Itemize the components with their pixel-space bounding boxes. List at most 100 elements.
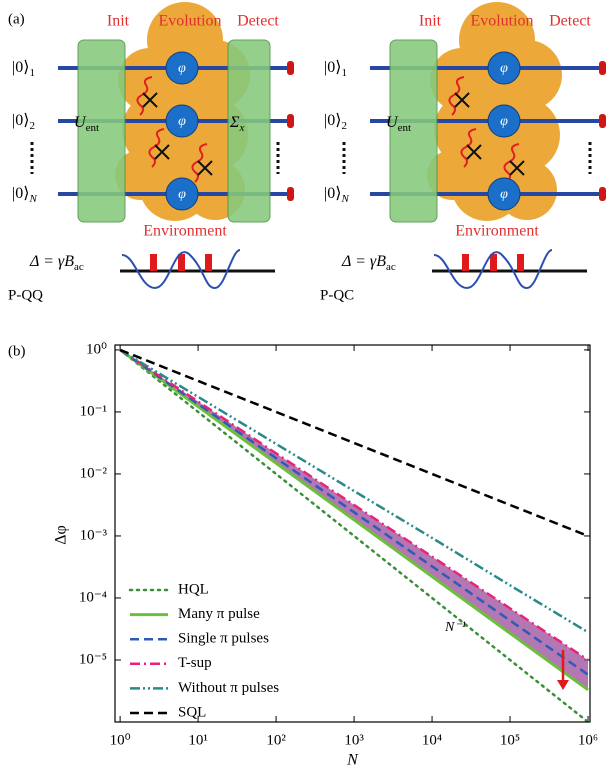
legend-label: HQL <box>178 581 209 597</box>
signal-label: Δ = γBac <box>29 253 84 273</box>
stage-label: Evolution <box>158 13 221 30</box>
detector <box>599 114 606 128</box>
phase-gate <box>487 51 521 85</box>
x-tick-label: 10⁵ <box>500 732 520 748</box>
noise-wave <box>191 143 208 183</box>
legend-label: Many π pulse <box>178 606 260 622</box>
phase-gate <box>487 177 521 211</box>
environment-cloud <box>115 150 165 200</box>
entangler-label-main: U <box>74 114 87 131</box>
plot-frame <box>114 344 591 723</box>
decoherence-cross <box>466 144 482 160</box>
entangler-label: Uent <box>386 114 411 134</box>
y-tick-label: 10⁻⁵ <box>79 651 107 667</box>
qubit-label: |0⟩2 <box>12 112 35 132</box>
entangler-label-main: U <box>386 114 399 131</box>
legend-label: T-sup <box>178 655 212 671</box>
y-tick-label: 10⁰ <box>86 341 107 357</box>
pulse <box>517 254 524 271</box>
phase-symbol: φ <box>178 187 186 202</box>
environment-cloud <box>427 150 477 200</box>
noise-wave <box>460 128 477 168</box>
noise-wave <box>448 76 465 116</box>
legend-label: SQL <box>178 704 206 720</box>
y-tick-label: 10⁻¹ <box>80 403 107 419</box>
qubit-label: |0⟩1 <box>324 59 347 79</box>
annotation: N⁻¹ <box>444 620 466 635</box>
panel-name: P-QC <box>320 287 354 303</box>
environment-label: Environment <box>143 223 227 240</box>
stage-label: Evolution <box>470 13 533 30</box>
ac-signal <box>121 249 241 290</box>
panel-label: (b) <box>8 343 26 359</box>
init-box <box>77 39 126 223</box>
noise-wave <box>503 143 520 183</box>
x-tick-label: 10² <box>266 732 286 748</box>
pulse <box>462 254 469 271</box>
x-tick-label: 10⁶ <box>578 732 598 748</box>
pulse <box>178 254 185 271</box>
qubit-index: 1 <box>29 67 35 79</box>
detector <box>287 61 294 75</box>
entangler-label-sub: ent <box>398 122 411 134</box>
signal-label: Δ = γBac <box>341 253 396 273</box>
detector <box>599 187 606 201</box>
series-line <box>119 348 589 662</box>
series-line <box>119 348 589 676</box>
signal-label-sub: ac <box>74 261 84 273</box>
decoherence-cross <box>509 160 525 176</box>
stage-label: Detect <box>549 13 591 30</box>
entangler-label: Uent <box>74 114 99 134</box>
qubit-label: |0⟩1 <box>12 59 35 79</box>
phase-gate <box>165 104 199 138</box>
qubit-index: 1 <box>341 67 347 79</box>
qubit-label: |0⟩2 <box>324 112 347 132</box>
entangler-label-sub: ent <box>86 122 99 134</box>
series-line <box>119 348 589 634</box>
signal-label-main: Δ = γB <box>29 253 74 270</box>
qubit-ket: |0⟩ <box>12 185 29 202</box>
readout-label: Σx <box>229 114 245 134</box>
stage-label: Init <box>419 13 442 30</box>
y-tick-label: 10⁻² <box>80 465 108 481</box>
detector <box>599 61 606 75</box>
legend-label: Single π pulses <box>178 631 269 647</box>
y-tick-label: 10⁻⁴ <box>79 589 107 605</box>
phase-gate <box>165 51 199 85</box>
pulse <box>490 254 497 271</box>
pulse <box>205 254 212 271</box>
x-tick-label: 10⁴ <box>422 732 442 748</box>
qubit-ket: |0⟩ <box>12 59 29 76</box>
stage-label: Detect <box>237 13 279 30</box>
phase-gate <box>487 104 521 138</box>
phase-symbol: φ <box>500 114 508 129</box>
noise-wave <box>148 128 165 168</box>
environment-label: Environment <box>455 223 539 240</box>
x-tick-label: 10³ <box>344 732 364 748</box>
panel-name: P-QQ <box>8 287 43 303</box>
legend-label: Without π pulses <box>178 680 279 696</box>
pulse <box>150 254 157 271</box>
qubit-ket: |0⟩ <box>12 112 29 129</box>
y-axis-label: Δφ <box>53 525 70 545</box>
signal-label-sub: ac <box>386 261 396 273</box>
signal-label-main: Δ = γB <box>341 253 386 270</box>
series-line <box>119 348 589 692</box>
x-tick-label: 10⁰ <box>110 732 131 748</box>
qubit-ket: |0⟩ <box>324 112 341 129</box>
phase-symbol: φ <box>178 61 186 76</box>
detector <box>287 114 294 128</box>
decoherence-cross <box>154 144 170 160</box>
phase-symbol: φ <box>500 61 508 76</box>
qubit-index: N <box>28 193 37 205</box>
qubit-index: 2 <box>341 120 347 132</box>
phase-symbol: φ <box>500 187 508 202</box>
phase-gate <box>165 177 199 211</box>
series-line <box>118 348 590 724</box>
decoherence-cross <box>142 92 158 108</box>
qubit-label: |0⟩N <box>12 185 37 205</box>
init-box <box>389 39 438 223</box>
